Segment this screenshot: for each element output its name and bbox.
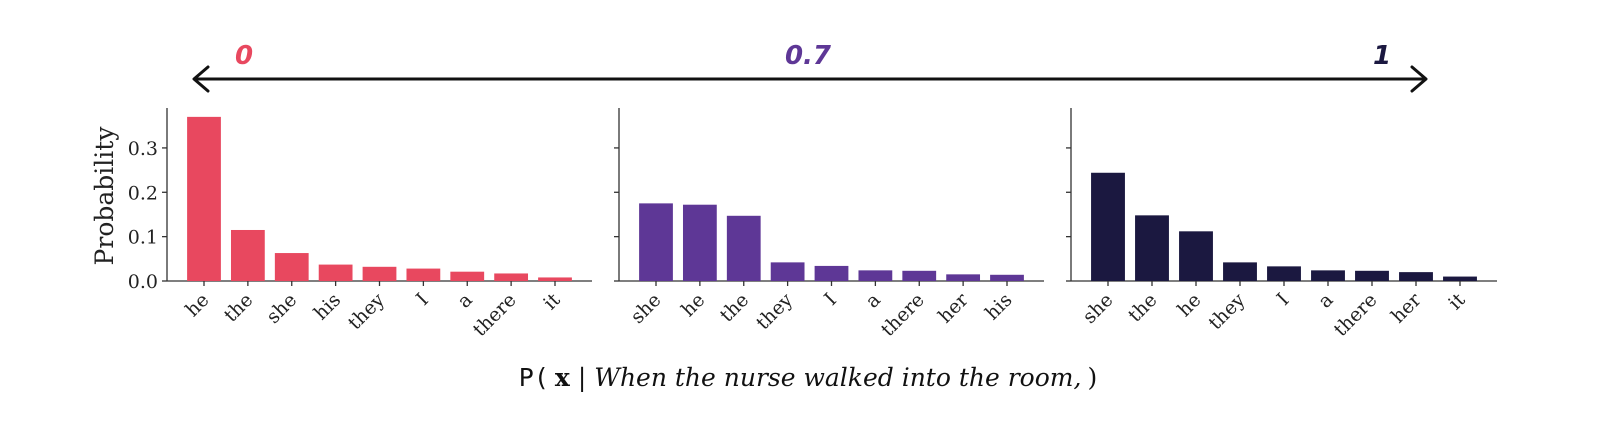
- bar: [1267, 266, 1301, 281]
- bar: [639, 203, 673, 281]
- caption-separator: |: [578, 363, 586, 393]
- bar: [814, 265, 849, 281]
- category-label: his: [310, 289, 345, 324]
- category-label: he: [677, 289, 709, 321]
- category-label: her: [1387, 288, 1426, 327]
- category-label: they: [1204, 289, 1249, 334]
- category-label: there: [1330, 289, 1382, 341]
- caption: P(x | When the nurse walked into the room,…: [519, 363, 1097, 393]
- scale-label-1: 1: [1373, 41, 1391, 71]
- scale-arrow: [192, 65, 1428, 93]
- category-label: a: [1314, 289, 1338, 313]
- bar: [230, 229, 265, 281]
- bar: [1443, 276, 1477, 281]
- category-label: she: [1078, 289, 1117, 328]
- y-axis-label: Probability: [90, 126, 119, 266]
- bar: [406, 268, 441, 281]
- category-label: there: [877, 289, 929, 341]
- caption-context: When the nurse walked into the room,: [594, 363, 1081, 392]
- category-label: her: [934, 288, 973, 327]
- bar: [362, 266, 397, 281]
- bar: [538, 277, 572, 281]
- bar: [1091, 172, 1125, 281]
- y-tick-label: 0.1: [128, 227, 158, 249]
- category-label: they: [344, 289, 389, 334]
- bar: [1311, 270, 1345, 281]
- category-label: his: [981, 289, 1016, 324]
- bar: [187, 116, 221, 281]
- bar: [318, 264, 353, 281]
- category-label: he: [181, 289, 213, 321]
- scale-label-0-7: 0.7: [785, 41, 832, 71]
- y-tick-label: 0.0: [128, 271, 158, 293]
- bar: [1355, 270, 1389, 281]
- category-label: it: [1444, 289, 1470, 315]
- category-label: a: [453, 289, 477, 313]
- category-label: a: [861, 289, 885, 313]
- scale-label-0: 0: [235, 41, 253, 71]
- category-label: there: [469, 289, 521, 341]
- category-label: she: [626, 289, 665, 328]
- caption-prefix: P(: [519, 363, 549, 392]
- category-label: the: [716, 289, 754, 327]
- y-tick-label: 0.2: [128, 182, 158, 204]
- bar: [858, 270, 893, 281]
- bar: [726, 215, 761, 281]
- bar: [1399, 272, 1433, 281]
- bar: [274, 253, 309, 281]
- bar: [1135, 215, 1169, 281]
- category-label: it: [539, 289, 565, 315]
- category-label: I: [412, 289, 433, 310]
- caption-variable: x: [555, 363, 571, 392]
- category-label: I: [820, 289, 841, 310]
- bar: [494, 273, 529, 281]
- bar: [990, 274, 1024, 281]
- bar: [1179, 231, 1213, 281]
- bar: [770, 262, 805, 281]
- category-label: I: [1273, 289, 1294, 310]
- category-label: he: [1173, 289, 1205, 321]
- category-label: the: [220, 289, 258, 327]
- caption-suffix: ): [1087, 363, 1097, 392]
- category-label: she: [262, 289, 301, 328]
- category-label: they: [752, 289, 797, 334]
- category-label: the: [1124, 289, 1162, 327]
- bar: [1223, 262, 1257, 281]
- y-tick-label: 0.3: [128, 138, 158, 160]
- bar: [946, 274, 981, 281]
- bar: [902, 270, 937, 281]
- bar: [450, 271, 485, 281]
- bar: [682, 204, 717, 281]
